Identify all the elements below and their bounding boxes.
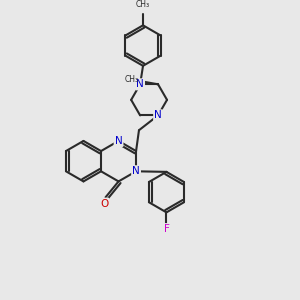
Text: O: O	[100, 199, 108, 209]
Text: N: N	[115, 136, 122, 146]
Text: CH₃: CH₃	[124, 76, 139, 85]
Text: F: F	[164, 224, 169, 234]
Text: N: N	[154, 110, 162, 120]
Text: N: N	[136, 79, 144, 89]
Text: N: N	[132, 166, 140, 176]
Text: CH₃: CH₃	[136, 0, 150, 9]
